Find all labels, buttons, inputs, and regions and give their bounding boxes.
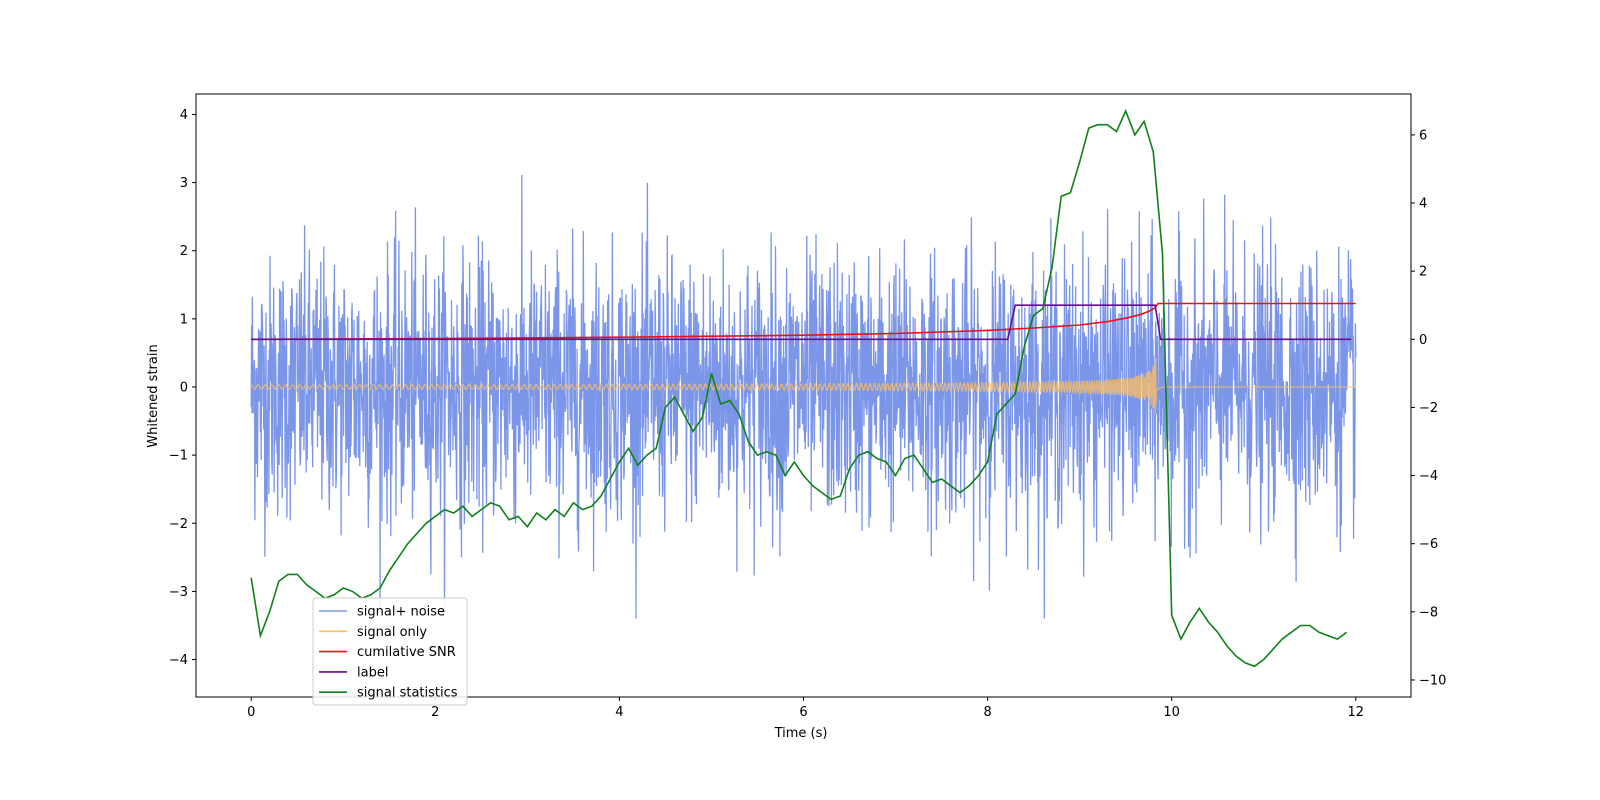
- y-axis-label: Whitened strain: [146, 344, 161, 447]
- y2-tick-label: −2: [1419, 401, 1438, 416]
- legend: signal+ noise signal only cumilative SNR la…: [312, 597, 468, 706]
- x-tick-label: 4: [615, 705, 623, 720]
- y2-tick-label: −6: [1419, 537, 1438, 552]
- series-signal-statistics: [250, 108, 1348, 668]
- series-label: [251, 304, 1352, 341]
- series-line: [250, 108, 1348, 668]
- y2-tick-label: 4: [1419, 197, 1427, 212]
- plot-area: [250, 108, 1357, 668]
- y2-tick-label: 6: [1419, 128, 1427, 143]
- legend-entries: signal+ noise signal only cumilative SNR la…: [319, 605, 458, 701]
- x-tick-label: 12: [1347, 705, 1364, 720]
- y-tick-label: 2: [180, 244, 188, 259]
- y-tick-label: −4: [169, 653, 188, 668]
- y-tick-label: −2: [169, 517, 188, 532]
- series-line: [251, 302, 1356, 341]
- series-signal-only: [251, 357, 1356, 415]
- y2-tick-label: −10: [1419, 673, 1446, 688]
- y-tick-label: 1: [180, 312, 188, 327]
- series-line: [250, 174, 1357, 619]
- legend-label: label: [357, 665, 388, 680]
- y2-tick-label: −4: [1419, 469, 1438, 484]
- y2-tick-label: 2: [1419, 265, 1427, 280]
- x-tick-label: 10: [1163, 705, 1180, 720]
- y-tick-label: −1: [169, 449, 188, 464]
- x-tick-label: 0: [247, 705, 255, 720]
- legend-label: cumilative SNR: [357, 645, 456, 660]
- series-signal-plus-noise: [250, 174, 1357, 619]
- series-line: [251, 304, 1352, 341]
- legend-label: signal only: [357, 625, 427, 640]
- series-cumilative-snr: [251, 302, 1356, 341]
- y-tick-label: −3: [169, 585, 188, 600]
- legend-box: [312, 597, 468, 706]
- x-tick-label: 8: [983, 705, 991, 720]
- x-axis-label: Time (s): [774, 726, 828, 741]
- y2-tick-label: 0: [1419, 333, 1427, 348]
- y-tick-label: 3: [180, 176, 188, 191]
- x-tick-label: 6: [799, 705, 807, 720]
- series-line: [251, 357, 1356, 415]
- y2-axis-ticks: −10 −8 −6 −4 −2 0 2 4 6: [1411, 128, 1446, 688]
- legend-label: signal statistics: [357, 686, 458, 701]
- y-tick-label: 0: [180, 380, 188, 395]
- y-axis-ticks: −4 −3 −2 −1 0 1 2 3 4: [169, 108, 196, 668]
- y2-tick-label: −8: [1419, 605, 1438, 620]
- y-tick-label: 4: [180, 108, 188, 123]
- x-tick-label: 2: [431, 705, 439, 720]
- legend-label: signal+ noise: [357, 605, 445, 620]
